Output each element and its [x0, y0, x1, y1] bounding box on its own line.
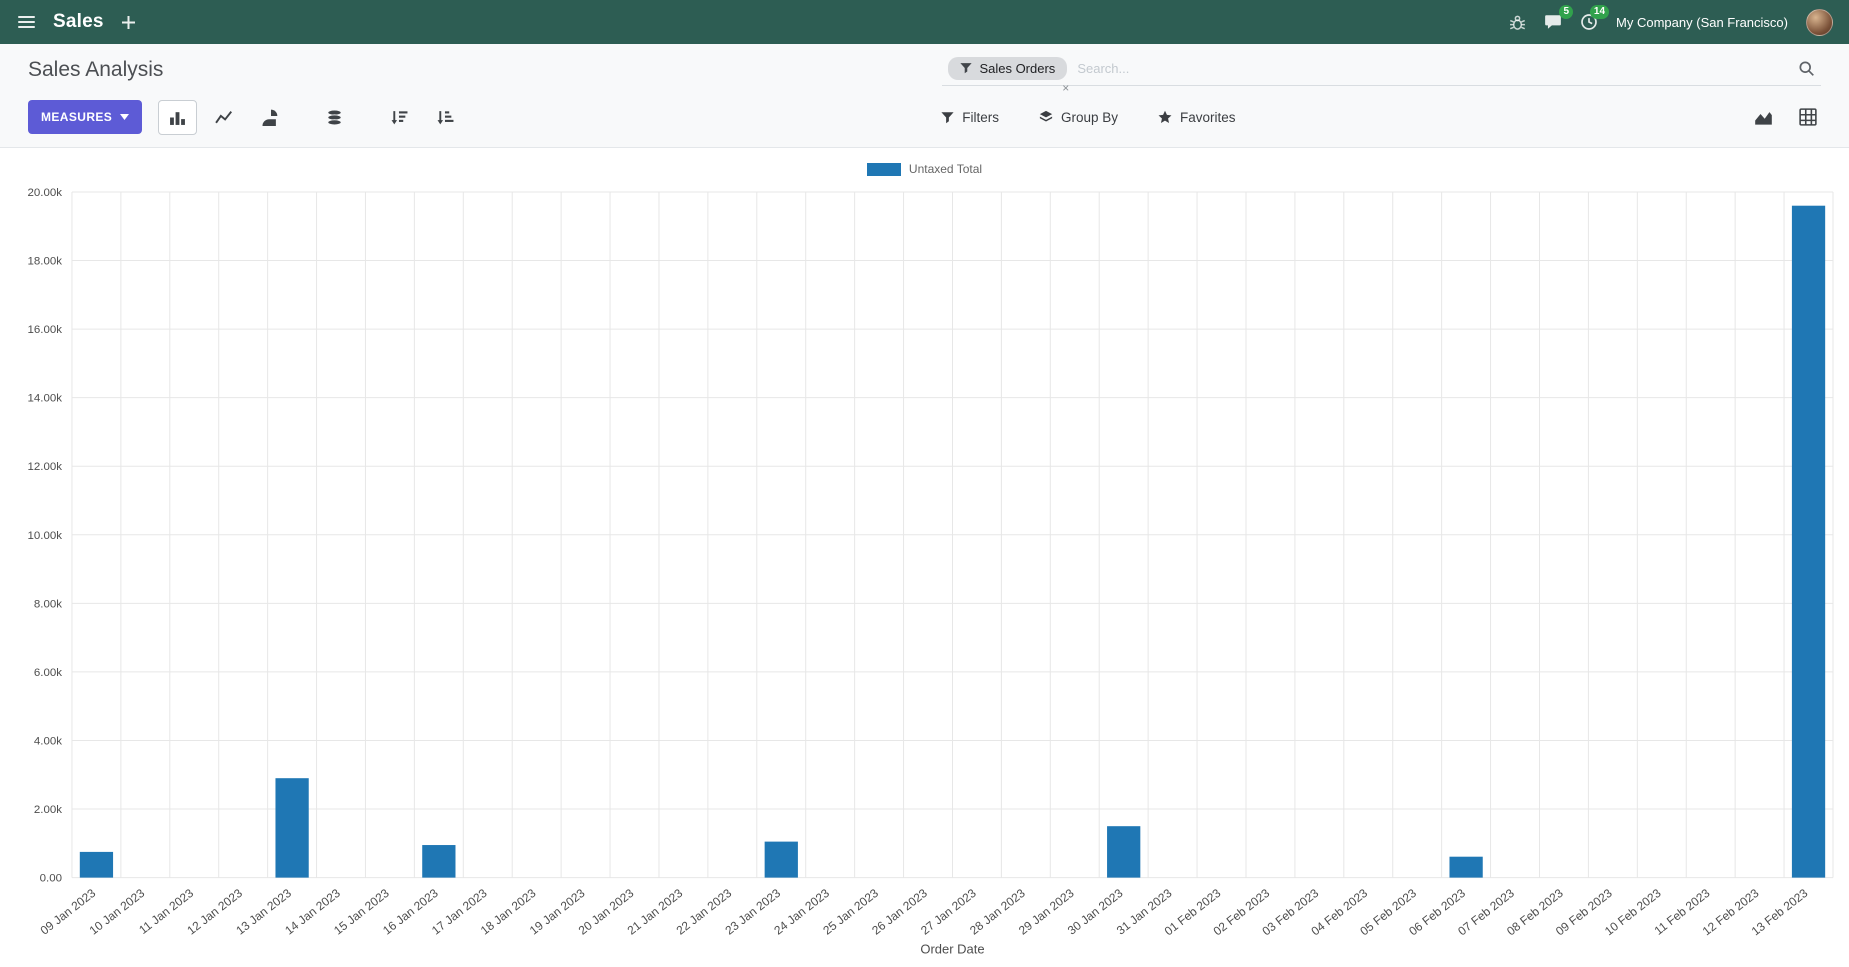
chart-bar[interactable]: [1449, 856, 1483, 878]
bug-icon[interactable]: [1509, 14, 1526, 31]
funnel-icon: [941, 111, 954, 124]
search-icon[interactable]: [1798, 60, 1815, 77]
favorites-button[interactable]: Favorites: [1152, 109, 1242, 126]
view-switcher: [1752, 106, 1819, 129]
sort-descending-button[interactable]: [380, 100, 419, 135]
plus-icon[interactable]: [120, 14, 137, 31]
layers-icon: [1039, 110, 1053, 124]
x-axis-title: Order Date: [920, 942, 984, 957]
chart-bar[interactable]: [1791, 205, 1826, 878]
bar-chart-button[interactable]: [158, 99, 198, 135]
group-by-label: Group By: [1061, 109, 1119, 125]
app-name[interactable]: Sales: [53, 11, 104, 32]
legend-swatch: [866, 162, 901, 176]
pie-chart-button[interactable]: [250, 100, 289, 135]
company-menu[interactable]: My Company (San Francisco): [1616, 14, 1788, 30]
graph-toolbar: [158, 99, 465, 135]
svg-text:14.00k: 14.00k: [27, 393, 62, 405]
svg-text:10.00k: 10.00k: [27, 530, 62, 542]
chart-bar[interactable]: [275, 778, 309, 878]
activities-count-badge: 14: [1589, 5, 1610, 19]
search-options: Filters Group By Favorites: [935, 109, 1241, 126]
line-chart-button[interactable]: [204, 100, 243, 135]
svg-text:18.00k: 18.00k: [27, 256, 62, 268]
legend-label: Untaxed Total: [908, 162, 983, 176]
chart-bar[interactable]: [79, 851, 114, 878]
user-avatar[interactable]: [1806, 8, 1833, 36]
stacked-toggle-button[interactable]: [315, 100, 354, 135]
top-navbar: Sales 5 14 My Company (San Francisco): [0, 0, 1849, 44]
group-by-button[interactable]: Group By: [1033, 109, 1124, 126]
sort-ascending-button[interactable]: [426, 100, 465, 135]
filter-funnel-icon: [960, 62, 973, 74]
bars: [79, 205, 1826, 878]
caret-down-icon: [120, 114, 130, 120]
chart-bar[interactable]: [1107, 826, 1141, 878]
search-facet-label: Sales Orders: [979, 60, 1056, 76]
measures-label: MEASURES: [41, 110, 113, 124]
search-bar[interactable]: Sales Orders ×: [942, 55, 1821, 95]
favorites-label: Favorites: [1180, 109, 1236, 125]
page-title: Sales Analysis: [28, 58, 164, 81]
facet-remove-icon[interactable]: ×: [1062, 80, 1070, 95]
activities-clock-icon[interactable]: 14: [1580, 5, 1610, 31]
graph-view-button[interactable]: [1752, 106, 1775, 129]
svg-text:4.00k: 4.00k: [34, 735, 62, 747]
svg-text:2.00k: 2.00k: [34, 804, 62, 816]
search-input[interactable]: [1067, 56, 1798, 80]
svg-text:16.00k: 16.00k: [27, 324, 62, 336]
chart-legend[interactable]: Untaxed Total: [10, 162, 1839, 176]
control-panel: Sales Analysis Sales Orders × MEASURES: [0, 44, 1849, 148]
messages-count-badge: 5: [1559, 5, 1574, 19]
navbar-left: Sales: [16, 11, 137, 33]
filters-button[interactable]: Filters: [935, 109, 1005, 126]
svg-text:8.00k: 8.00k: [34, 598, 62, 610]
chart-bar[interactable]: [764, 841, 798, 878]
gridlines: [71, 191, 1834, 879]
control-panel-row-bottom: MEASURES: [28, 97, 1821, 137]
graph-view: Untaxed Total 0.00 2.00k 4.00k 6.00k 8.00k 10…: [0, 148, 1849, 967]
filters-label: Filters: [962, 109, 999, 125]
sales-chart: 0.00 2.00k 4.00k 6.00k 8.00k 10.00k 12.00k 14.0…: [27, 187, 1834, 957]
svg-text:6.00k: 6.00k: [34, 667, 62, 679]
y-axis-labels: 0.00 2.00k 4.00k 6.00k 8.00k 10.00k 12.00k 14.0…: [27, 187, 62, 885]
navbar-systray: 5 14 My Company (San Francisco): [1509, 5, 1833, 36]
pivot-view-button[interactable]: [1797, 106, 1819, 128]
search-facet-sales-orders[interactable]: Sales Orders ×: [948, 56, 1069, 95]
hamburger-menu-icon[interactable]: [16, 12, 37, 32]
measures-button[interactable]: MEASURES: [28, 100, 143, 134]
messages-icon[interactable]: 5: [1544, 5, 1574, 31]
svg-text:20.00k: 20.00k: [27, 187, 62, 199]
chart-bar[interactable]: [422, 845, 456, 878]
control-panel-row-top: Sales Analysis Sales Orders ×: [28, 52, 1821, 95]
svg-text:12.00k: 12.00k: [27, 461, 62, 473]
svg-text:0.00: 0.00: [40, 873, 62, 885]
star-icon: [1158, 110, 1172, 124]
